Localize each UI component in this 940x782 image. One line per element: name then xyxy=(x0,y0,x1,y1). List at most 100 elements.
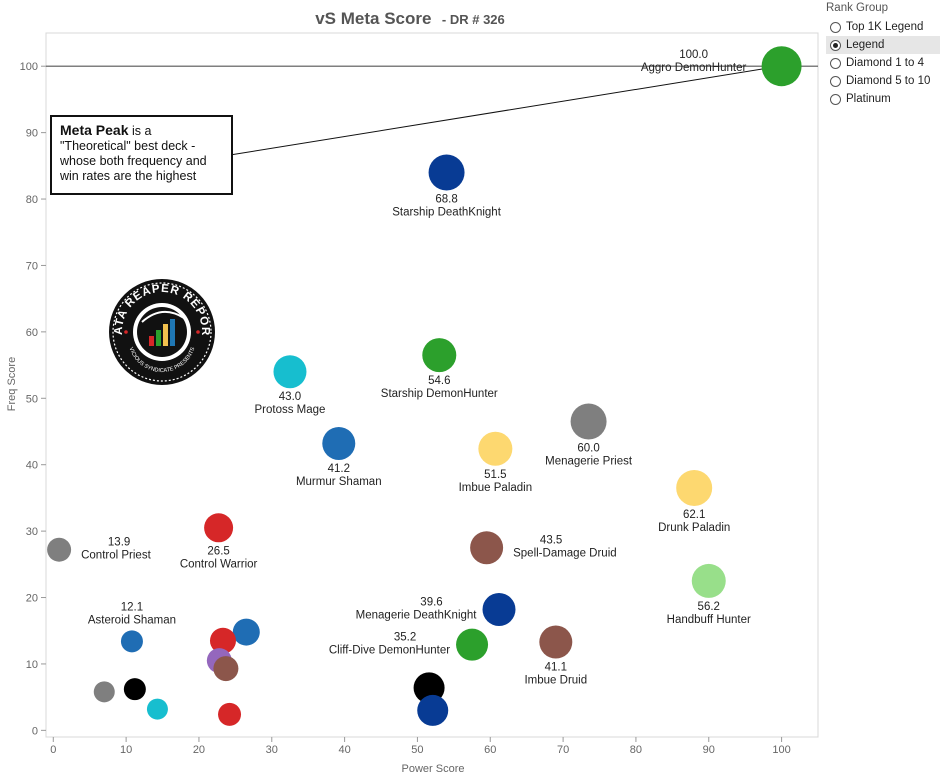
data-point[interactable] xyxy=(428,154,465,191)
x-tick-label: 80 xyxy=(630,744,642,756)
data-label-score: 51.5 xyxy=(484,469,506,481)
data-label-name: Menagerie DeathKnight xyxy=(356,609,478,621)
y-tick-label: 100 xyxy=(20,61,38,73)
x-tick-label: 40 xyxy=(338,744,350,756)
data-label-score: 35.2 xyxy=(394,632,416,644)
data-label-score: 68.8 xyxy=(435,193,457,205)
data-point[interactable] xyxy=(120,630,143,653)
annotation-arrow xyxy=(229,64,774,156)
meta-peak-annotation: Meta Peak is a "Theoretical" best deck -… xyxy=(50,115,233,195)
legend-option-diamond-5-to-10[interactable]: Diamond 5 to 10 xyxy=(826,72,940,90)
x-tick-label: 50 xyxy=(411,744,423,756)
radio-icon[interactable] xyxy=(830,21,841,33)
legend-option-platinum[interactable]: Platinum xyxy=(826,90,940,108)
data-label-name: Spell-Damage Druid xyxy=(513,548,617,560)
legend-option-legend[interactable]: Legend xyxy=(826,36,940,54)
radio-icon[interactable] xyxy=(830,39,841,51)
legend-option-label: Legend xyxy=(846,39,885,51)
data-point[interactable] xyxy=(146,698,168,720)
y-tick-label: 30 xyxy=(26,526,38,538)
annotation-text: is a "Theoretical" best deck - whose bot… xyxy=(60,124,207,183)
data-label-score: 13.9 xyxy=(108,537,130,549)
radio-icon[interactable] xyxy=(830,93,841,105)
data-point[interactable] xyxy=(417,694,449,726)
data-point[interactable] xyxy=(273,355,307,389)
data-label-name: Handbuff Hunter xyxy=(667,614,751,626)
data-point[interactable] xyxy=(204,513,234,543)
data-label-name: Protoss Mage xyxy=(255,404,326,416)
data-point[interactable] xyxy=(570,403,607,440)
data-label-score: 60.0 xyxy=(577,443,599,455)
legend-option-label: Platinum xyxy=(846,93,891,105)
data-label-score: 26.5 xyxy=(207,545,229,557)
y-tick-label: 40 xyxy=(26,460,38,472)
y-tick-label: 50 xyxy=(26,393,38,405)
data-label-score: 56.2 xyxy=(698,601,720,613)
data-label-name: Murmur Shaman xyxy=(296,476,382,488)
data-label-name: Starship DeathKnight xyxy=(392,206,501,218)
data-label-name: Control Warrior xyxy=(180,558,258,570)
data-point[interactable] xyxy=(422,338,457,373)
y-tick-label: 10 xyxy=(26,659,38,671)
rank-group-legend: Rank Group Top 1K Legend Legend Diamond … xyxy=(826,2,940,108)
chart-subtitle: - DR # 326 xyxy=(442,12,505,27)
data-point[interactable] xyxy=(232,618,260,646)
y-tick-label: 90 xyxy=(26,128,38,140)
data-point[interactable] xyxy=(478,431,513,466)
data-label-score: 43.0 xyxy=(279,391,301,403)
y-axis-label: Freq Score xyxy=(6,357,18,411)
data-point[interactable] xyxy=(482,592,516,626)
y-tick-label: 80 xyxy=(26,194,38,206)
legend-option-top-1k-legend[interactable]: Top 1K Legend xyxy=(826,18,940,36)
data-point[interactable] xyxy=(456,628,489,661)
data-point[interactable] xyxy=(761,46,802,87)
chart-title: vS Meta Score - DR # 326 xyxy=(315,9,505,28)
legend-title: Rank Group xyxy=(826,2,889,14)
data-label-score: 39.6 xyxy=(420,596,442,608)
legend-option-diamond-1-to-4[interactable]: Diamond 1 to 4 xyxy=(826,54,940,72)
x-tick-label: 20 xyxy=(193,744,205,756)
data-point[interactable] xyxy=(322,426,356,460)
y-tick-label: 60 xyxy=(26,327,38,339)
data-label-name: Cliff-Dive DemonHunter xyxy=(329,645,450,657)
legend-option-label: Diamond 5 to 10 xyxy=(846,75,931,87)
data-label-score: 43.5 xyxy=(540,535,562,547)
plot-area-border xyxy=(45,32,819,738)
x-tick-label: 10 xyxy=(120,744,132,756)
data-point[interactable] xyxy=(213,656,239,682)
y-tick-label: 20 xyxy=(26,593,38,605)
y-tick-label: 0 xyxy=(32,725,38,737)
data-label-score: 12.1 xyxy=(121,601,143,613)
radio-icon[interactable] xyxy=(830,57,841,69)
data-point[interactable] xyxy=(123,678,146,701)
x-tick-label: 0 xyxy=(50,744,56,756)
data-point[interactable] xyxy=(47,537,72,562)
data-label-score: 41.1 xyxy=(545,662,567,674)
data-label-name: Aggro DemonHunter xyxy=(641,62,747,74)
data-point[interactable] xyxy=(209,627,236,654)
y-tick-label: 70 xyxy=(26,260,38,272)
data-point[interactable] xyxy=(691,563,726,598)
data-point[interactable] xyxy=(676,469,713,506)
data-label-name: Control Priest xyxy=(81,550,151,562)
legend-option-label: Diamond 1 to 4 xyxy=(846,57,924,69)
data-label-score: 54.6 xyxy=(428,375,450,387)
x-tick-label: 90 xyxy=(703,744,715,756)
data-point[interactable] xyxy=(218,702,242,726)
data-point[interactable] xyxy=(470,531,504,565)
radio-icon[interactable] xyxy=(830,75,841,87)
x-tick-label: 70 xyxy=(557,744,569,756)
data-label-name: Starship DemonHunter xyxy=(381,388,498,400)
data-label-name: Imbue Paladin xyxy=(459,482,533,494)
data-point[interactable] xyxy=(93,681,115,703)
legend-option-label: Top 1K Legend xyxy=(846,21,924,33)
x-tick-label: 60 xyxy=(484,744,496,756)
arrow-line xyxy=(229,66,774,156)
data-point[interactable] xyxy=(539,625,573,659)
data-reaper-logo: DATA REAPER REPORT VICIOUS SYNDICATE PRE… xyxy=(108,278,215,385)
x-tick-label: 100 xyxy=(772,744,790,756)
data-label-name: Drunk Paladin xyxy=(658,522,730,534)
x-tick-label: 30 xyxy=(266,744,278,756)
